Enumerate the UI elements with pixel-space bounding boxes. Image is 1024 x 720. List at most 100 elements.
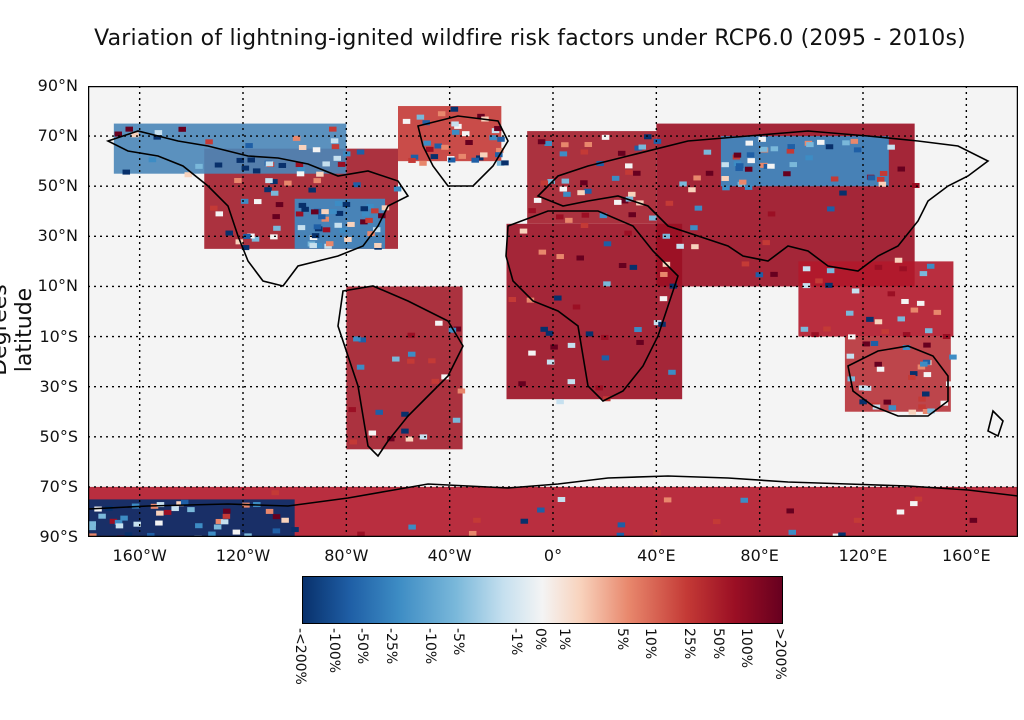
colorbar-tick-label: -100%	[325, 628, 342, 674]
grid-cell	[270, 179, 278, 185]
grid-cell	[314, 242, 323, 248]
colorbar-tick-label: -25%	[383, 628, 400, 665]
colorbar-tick-label: -5%	[450, 628, 467, 656]
grid-cell	[324, 243, 332, 249]
grid-cell	[295, 211, 304, 217]
grid-cell	[131, 132, 139, 138]
grid-cell	[802, 266, 811, 272]
grid-cell	[89, 533, 97, 537]
grid-cell	[853, 517, 862, 523]
grid-cell	[896, 509, 905, 515]
colorbar-tick-label: >200%	[772, 628, 788, 680]
grid-cell	[416, 114, 425, 120]
grid-cell	[811, 332, 819, 338]
grid-cell	[690, 225, 698, 231]
grid-cell	[284, 180, 292, 186]
grid-cell	[845, 310, 854, 316]
grid-cell	[767, 163, 775, 169]
grid-cell	[457, 388, 466, 394]
grid-cell	[830, 176, 839, 182]
grid-cell	[407, 351, 416, 357]
grid-cell	[927, 408, 935, 414]
grid-cell	[180, 499, 189, 505]
grid-cell	[215, 518, 224, 524]
lon-tick-label: 40°E	[637, 546, 676, 565]
grid-cell	[473, 517, 481, 523]
grid-cell	[618, 262, 627, 268]
grid-cell	[334, 200, 343, 206]
grid-cell	[616, 532, 625, 537]
grid-cell	[916, 300, 925, 306]
grid-cell	[348, 407, 356, 413]
grid-cell	[888, 405, 897, 411]
grid-cell	[496, 147, 504, 153]
grid-cell	[563, 191, 571, 197]
grid-cell	[662, 233, 671, 239]
grid-cell	[851, 288, 860, 294]
lat-tick-label: 70°N	[37, 126, 78, 146]
grid-cell	[628, 191, 636, 197]
grid-cell	[659, 296, 668, 302]
grid-cell	[278, 162, 287, 168]
grid-cell	[235, 239, 244, 245]
grid-cell	[572, 304, 581, 310]
grid-cell	[147, 532, 155, 537]
grid-cell	[581, 212, 590, 218]
grid-cell	[322, 161, 330, 167]
grid-cell	[270, 234, 278, 240]
grid-cell	[120, 515, 128, 521]
grid-cell	[634, 145, 642, 151]
grid-cell	[313, 224, 322, 230]
grid-cell	[914, 496, 923, 502]
grid-cell	[367, 231, 375, 237]
grid-cell	[313, 178, 321, 184]
grid-cell	[243, 233, 251, 239]
grid-cell	[603, 241, 612, 247]
grid-cell	[265, 161, 274, 167]
grid-cell	[334, 222, 342, 228]
grid-cell	[148, 157, 157, 163]
grid-cell	[254, 199, 262, 205]
grid-cell	[393, 186, 402, 192]
grid-cell	[330, 138, 339, 144]
grid-cell	[265, 178, 273, 184]
grid-cell	[926, 263, 935, 269]
grid-cell	[518, 381, 526, 387]
grid-cell	[195, 523, 203, 529]
region-canada-north	[113, 123, 347, 174]
grid-cell	[556, 254, 564, 260]
grid-cell	[465, 140, 473, 146]
grid-cell	[435, 320, 443, 326]
grid-cell	[232, 529, 241, 535]
grid-cell	[735, 166, 743, 172]
grid-cell	[349, 439, 358, 445]
lat-tick-label: 90°S	[39, 527, 78, 546]
colorbar-tick-label: -1%	[508, 628, 524, 656]
grid-cell	[163, 509, 172, 515]
world-map	[88, 86, 1018, 537]
grid-cell	[225, 230, 233, 236]
grid-cell	[762, 240, 770, 246]
grid-cell	[311, 209, 319, 215]
lat-tick-label: 10°S	[39, 326, 78, 346]
grid-cell	[374, 242, 382, 248]
grid-cell	[544, 141, 552, 147]
grid-cell	[899, 266, 907, 272]
grid-cell	[272, 214, 280, 220]
grid-cell	[360, 219, 368, 225]
grid-cell	[691, 244, 699, 250]
grid-cell	[272, 528, 281, 534]
grid-cell	[665, 200, 674, 206]
coast-australia	[847, 345, 949, 417]
grid-cell	[874, 319, 883, 325]
grid-cell	[339, 227, 348, 233]
grid-cell	[694, 205, 703, 211]
grid-cell	[825, 282, 833, 288]
grid-cell	[265, 508, 274, 514]
grid-cell	[205, 139, 213, 145]
grid-cell	[617, 522, 626, 528]
coast-new-zealand	[987, 409, 1004, 438]
lon-tick-label: 160°E	[942, 546, 991, 565]
grid-cell	[705, 170, 714, 176]
grid-cell	[660, 271, 668, 277]
